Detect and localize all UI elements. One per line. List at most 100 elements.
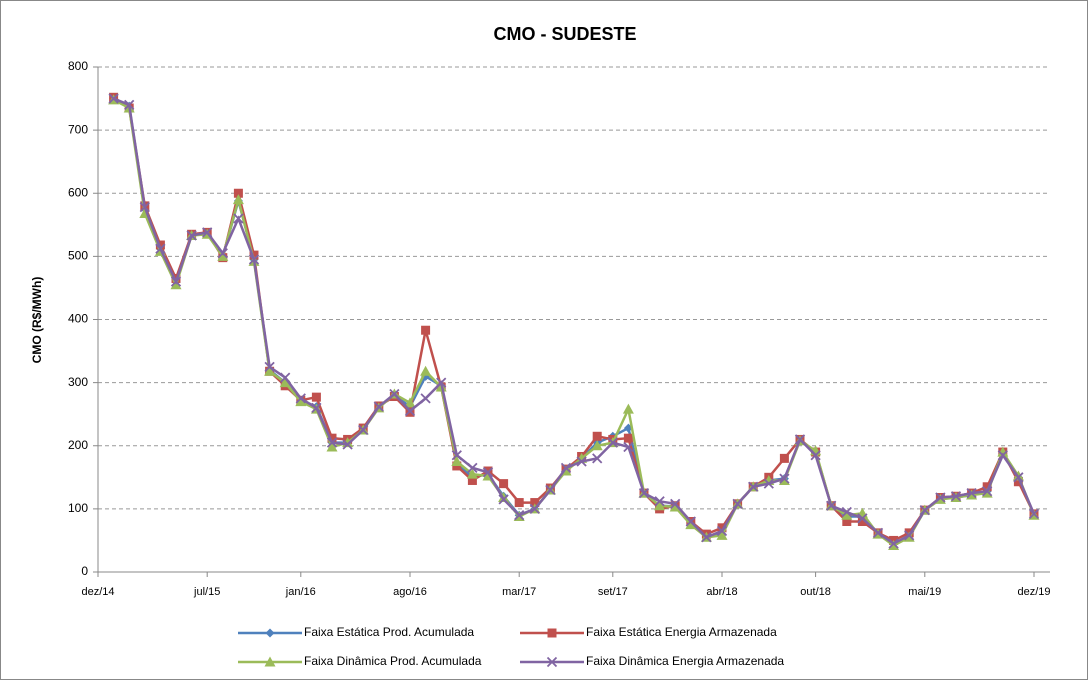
marker: [342, 439, 353, 450]
marker: [420, 393, 431, 404]
marker: [670, 498, 681, 509]
marker: [498, 494, 509, 505]
marker: [547, 628, 557, 638]
marker: [467, 475, 477, 485]
x-tick-label: abr/18: [706, 586, 737, 598]
marker: [280, 372, 291, 383]
y-tick-label: 800: [68, 59, 88, 73]
legend-label: Faixa Estática Energia Armazenada: [586, 625, 777, 639]
marker: [124, 99, 135, 111]
marker: [265, 628, 275, 638]
marker: [779, 473, 790, 484]
marker: [295, 396, 307, 407]
marker: [685, 519, 697, 530]
marker: [732, 498, 743, 509]
marker: [1013, 472, 1024, 483]
marker: [404, 397, 416, 408]
marker: [139, 202, 150, 213]
marker: [264, 361, 275, 372]
marker: [404, 405, 416, 417]
marker: [716, 525, 728, 537]
marker: [279, 377, 291, 388]
marker: [622, 403, 634, 414]
marker: [904, 530, 915, 541]
marker: [233, 188, 243, 198]
marker: [592, 453, 603, 464]
marker: [997, 450, 1008, 461]
marker: [1028, 508, 1040, 520]
legend-label: Faixa Dinâmica Prod. Acumulada: [304, 654, 482, 668]
y-tick-label: 0: [81, 564, 88, 578]
marker: [326, 437, 338, 448]
marker: [638, 487, 650, 499]
marker: [326, 441, 338, 452]
legend-label: Faixa Estática Prod. Acumulada: [304, 625, 474, 639]
marker: [888, 538, 899, 549]
marker: [420, 365, 432, 376]
marker: [451, 450, 462, 461]
marker: [155, 240, 165, 250]
marker: [249, 250, 259, 260]
marker: [358, 424, 369, 436]
marker: [685, 516, 696, 527]
marker: [466, 468, 478, 479]
marker: [155, 243, 166, 254]
marker: [716, 529, 728, 540]
marker: [1013, 477, 1023, 487]
y-tick-label: 600: [68, 185, 88, 199]
marker: [576, 456, 587, 467]
marker: [966, 487, 977, 499]
marker: [982, 486, 993, 497]
marker: [779, 453, 789, 463]
marker: [389, 388, 400, 400]
marker: [842, 517, 852, 526]
marker: [514, 498, 524, 508]
marker: [748, 481, 759, 492]
marker: [810, 450, 821, 461]
y-tick-label: 500: [68, 249, 88, 263]
y-tick-label: 300: [68, 375, 88, 389]
marker: [669, 501, 681, 512]
x-tick-label: dez/19: [1017, 586, 1050, 598]
marker: [217, 248, 228, 259]
marker: [295, 393, 306, 404]
chart-title: CMO - SUDESTE: [493, 24, 636, 44]
marker: [763, 478, 774, 489]
marker: [560, 462, 572, 473]
marker: [935, 492, 946, 503]
marker: [217, 250, 229, 261]
marker: [482, 467, 494, 478]
y-tick-label: 200: [68, 438, 88, 452]
marker: [546, 656, 558, 668]
marker: [373, 401, 384, 412]
marker: [592, 431, 602, 441]
x-tick-label: dez/14: [81, 586, 114, 598]
marker: [857, 517, 867, 526]
marker: [701, 532, 712, 543]
y-axis-label: CMO (R$/MWh): [30, 277, 44, 364]
marker: [545, 484, 556, 496]
legend-label: Faixa Dinâmica Energia Armazenada: [586, 654, 784, 668]
marker: [654, 500, 666, 511]
x-tick-label: out/18: [800, 586, 831, 598]
marker: [451, 456, 463, 467]
marker: [421, 325, 431, 335]
marker: [982, 482, 992, 492]
marker: [436, 377, 447, 388]
marker: [529, 503, 540, 515]
marker: [841, 506, 852, 518]
marker: [872, 527, 884, 538]
marker: [232, 194, 244, 205]
marker: [202, 227, 213, 238]
marker: [186, 230, 197, 241]
marker: [467, 462, 478, 473]
x-tick-label: set/17: [598, 586, 628, 598]
marker: [514, 510, 525, 521]
marker: [499, 479, 509, 489]
marker: [264, 656, 276, 667]
marker: [919, 505, 930, 516]
x-tick-label: jan/16: [285, 586, 316, 598]
marker: [623, 433, 633, 443]
marker: [950, 491, 962, 502]
